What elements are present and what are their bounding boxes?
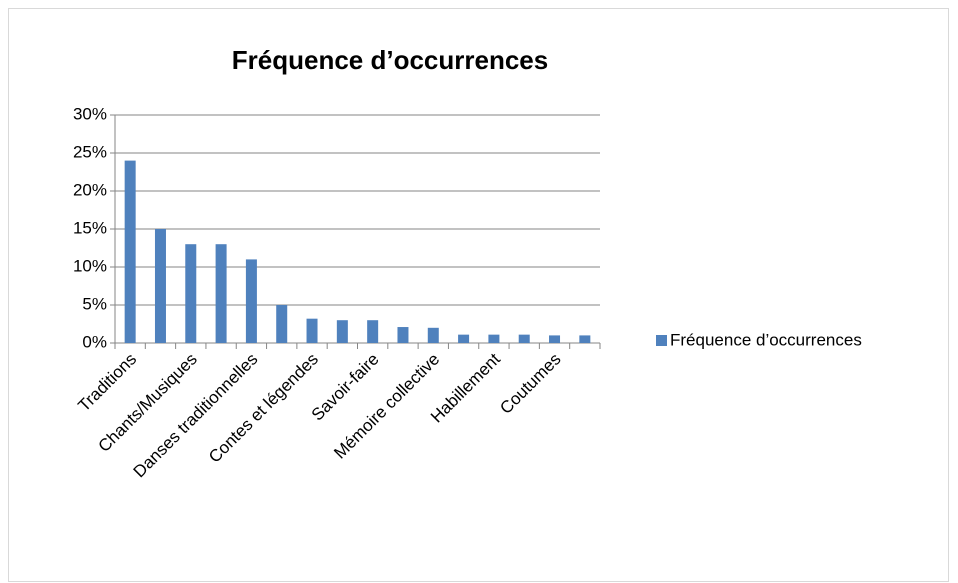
y-tick-label: 25%: [73, 142, 107, 161]
chart-frame: [8, 8, 949, 582]
chart-title: Fréquence d’occurrences: [232, 45, 548, 75]
bar: [549, 335, 561, 343]
y-tick-label: 10%: [73, 256, 107, 275]
bar: [458, 334, 470, 343]
bar: [518, 334, 530, 343]
bar: [276, 305, 288, 343]
bar: [154, 229, 166, 343]
legend-swatch: [656, 335, 667, 346]
y-tick-label: 30%: [73, 104, 107, 123]
bar: [306, 318, 318, 343]
bar: [488, 334, 500, 343]
bar: [427, 327, 439, 343]
legend-label: Fréquence d’occurrences: [670, 330, 862, 349]
bar: [579, 335, 591, 343]
y-tick-label: 20%: [73, 180, 107, 199]
bar: [397, 327, 409, 343]
bar: [367, 320, 379, 343]
y-tick-label: 5%: [82, 294, 107, 313]
bar: [185, 244, 197, 343]
bar: [336, 320, 348, 343]
bar: [245, 259, 257, 343]
y-tick-label: 0%: [82, 332, 107, 351]
y-tick-label: 15%: [73, 218, 107, 237]
bar: [124, 160, 136, 343]
bar: [215, 244, 227, 343]
